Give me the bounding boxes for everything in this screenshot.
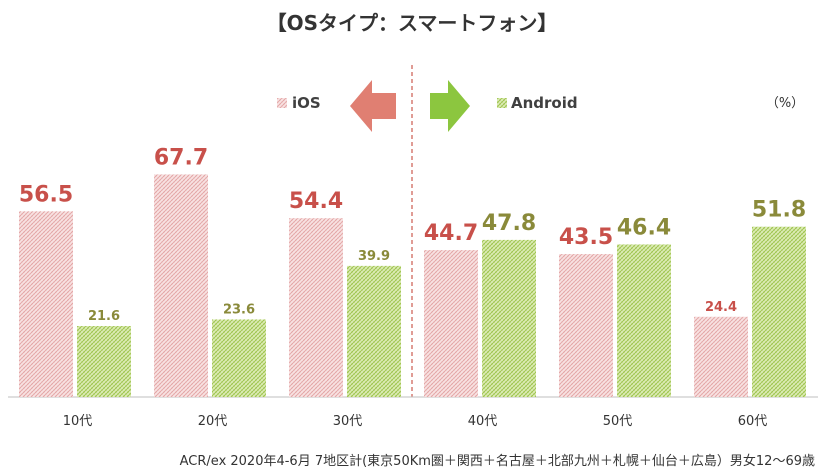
data-label-ios-2: 67.7 [154,145,208,170]
data-label-android-1: 21.6 [88,309,120,324]
bar-ios-4 [424,250,478,397]
bar-ios-5 [559,254,613,397]
right-arrow-icon [430,80,470,132]
bars-group [19,174,806,397]
legend-label-ios: iOS [292,94,321,112]
bar-ios-1 [19,211,73,397]
data-label-android-5: 46.4 [617,215,671,240]
x-tick-label: 40代 [468,414,498,429]
bar-labels-group: 56.5 21.6 67.7 23.6 54.4 39.9 44.7 47.8 43.5 46.4… [19,145,806,324]
bar-android-1 [77,326,131,397]
bar-android-5 [617,244,671,397]
x-tick-label: 30代 [333,414,363,429]
data-label-android-3: 39.9 [358,249,390,264]
unit-label: （%） [766,96,804,111]
legend-swatch-android [497,98,507,108]
data-label-ios-3: 54.4 [289,189,343,214]
data-label-android-4: 47.8 [482,211,536,236]
source-note: ACR/ex 2020年4-6月 7地区計(東京50Km圏＋関西＋名古屋＋北部九… [180,453,815,469]
data-label-ios-1: 56.5 [19,182,73,207]
bar-ios-3 [289,218,343,397]
left-arrow-icon [350,80,396,132]
x-tick-label: 50代 [603,414,633,429]
x-ticks-group: 10代 20代 30代 40代 50代 60代 [63,414,768,429]
data-label-ios-4: 44.7 [424,221,478,246]
bar-android-6 [752,226,806,397]
data-label-ios-5: 43.5 [559,225,613,250]
bar-android-2 [212,319,266,397]
data-label-android-2: 23.6 [223,302,255,317]
bar-android-3 [347,265,401,397]
bar-android-4 [482,239,536,397]
bar-ios-6 [694,316,748,397]
x-tick-label: 20代 [198,414,228,429]
data-label-ios-6: 24.4 [705,300,737,315]
x-tick-label: 10代 [63,414,93,429]
bar-ios-2 [154,174,208,397]
data-label-android-6: 51.8 [752,198,806,223]
legend-swatch-ios [277,98,287,108]
legend-label-android: Android [511,94,578,112]
chart-title: 【OSタイプ：スマートフォン】 [267,11,558,35]
x-tick-label: 60代 [738,414,768,429]
